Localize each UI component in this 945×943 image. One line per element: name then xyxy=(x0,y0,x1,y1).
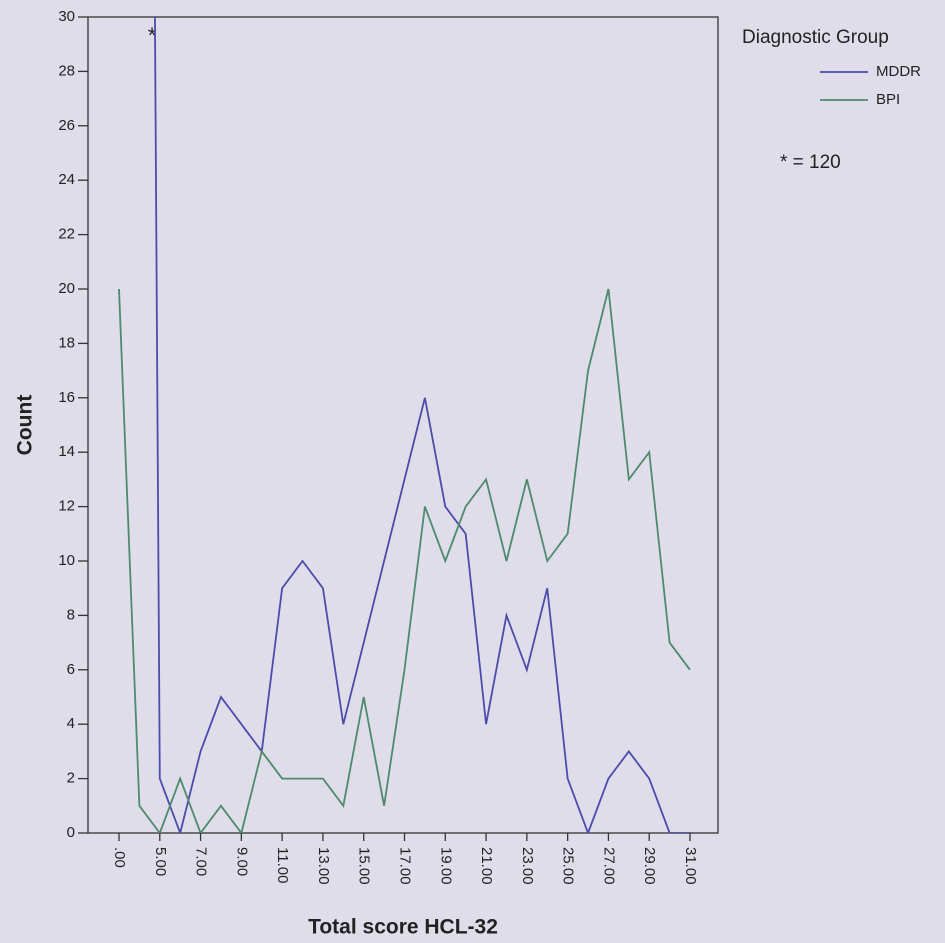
y-tick-label: 12 xyxy=(58,498,75,515)
legend-title: Diagnostic Group xyxy=(742,27,889,48)
x-tick-label: .00 xyxy=(111,847,128,868)
x-tick-label: 9.00 xyxy=(233,847,250,876)
y-tick-label: 22 xyxy=(58,226,75,243)
y-tick-label: 6 xyxy=(67,661,75,678)
x-tick-label: 21.00 xyxy=(478,847,495,885)
annotation: * xyxy=(148,23,157,48)
x-tick-label: 23.00 xyxy=(519,847,536,885)
y-tick-label: 20 xyxy=(58,280,75,297)
y-tick-label: 4 xyxy=(67,715,75,732)
x-tick-label: 15.00 xyxy=(356,847,373,885)
y-tick-label: 28 xyxy=(58,62,75,79)
y-axis-label: Count xyxy=(14,395,37,456)
x-tick-label: 5.00 xyxy=(152,847,169,876)
x-tick-label: 17.00 xyxy=(397,847,414,885)
series-line xyxy=(154,17,690,833)
plot-frame xyxy=(87,16,719,834)
x-tick-label: 7.00 xyxy=(193,847,210,876)
series-line xyxy=(118,288,691,833)
y-tick-label: 2 xyxy=(67,770,75,787)
y-tick-label: 14 xyxy=(58,443,75,460)
y-tick-label: 26 xyxy=(58,117,75,134)
x-tick-label: 25.00 xyxy=(560,847,577,885)
legend-label: MDDR xyxy=(876,63,921,80)
y-tick-label: 0 xyxy=(67,824,75,841)
y-tick-label: 10 xyxy=(58,552,75,569)
lines xyxy=(118,17,691,833)
x-tick-label: 27.00 xyxy=(600,847,617,885)
y-tick-label: 16 xyxy=(58,389,75,406)
x-tick-label: 29.00 xyxy=(641,847,658,885)
y-tick-label: 30 xyxy=(58,8,75,25)
x-tick-label: 31.00 xyxy=(682,847,699,885)
y-tick-label: 8 xyxy=(67,606,75,623)
y-tick-label: 24 xyxy=(58,171,75,188)
note: * = 120 xyxy=(780,152,841,173)
y-tick-label: 18 xyxy=(58,334,75,351)
x-tick-label: 19.00 xyxy=(437,847,454,885)
x-tick-label: 13.00 xyxy=(315,847,332,885)
x-tick-label: 11.00 xyxy=(274,847,291,883)
legend-label: BPI xyxy=(876,91,900,108)
x-axis-label: Total score HCL-32 xyxy=(308,916,498,939)
